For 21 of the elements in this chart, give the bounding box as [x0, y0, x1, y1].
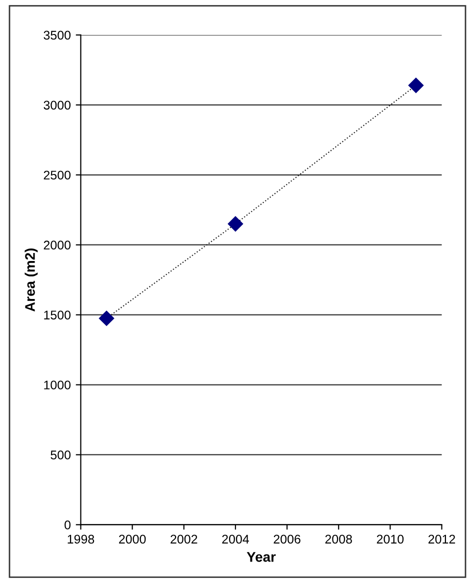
x-tick-label: 1998: [68, 534, 94, 544]
y-tick-label: 500: [50, 450, 71, 460]
point: [228, 216, 244, 232]
x-tick-label: 2002: [170, 534, 198, 544]
x-tick-label: 2012: [428, 534, 456, 544]
y-tick-label: 1000: [44, 380, 71, 390]
y-axis-title: Area (m2): [24, 248, 38, 312]
y-tick-label: 2500: [44, 170, 71, 180]
x-axis-title: Year: [246, 552, 276, 562]
x-tick-label: 2006: [274, 534, 300, 544]
y-tick-label: 2000: [44, 240, 71, 250]
x-tick-label: 2010: [376, 534, 404, 544]
x-tick-label: 2004: [222, 534, 250, 544]
y-tick-label: 0: [64, 520, 71, 530]
x-tick-label: 2000: [119, 534, 146, 544]
point: [98, 310, 114, 326]
y-tick-label: 3000: [44, 100, 71, 110]
y-tick-label: 1500: [44, 310, 71, 320]
x-tick-label: 2008: [325, 534, 352, 544]
y-tick-label: 3500: [44, 30, 71, 40]
point: [408, 78, 424, 93]
